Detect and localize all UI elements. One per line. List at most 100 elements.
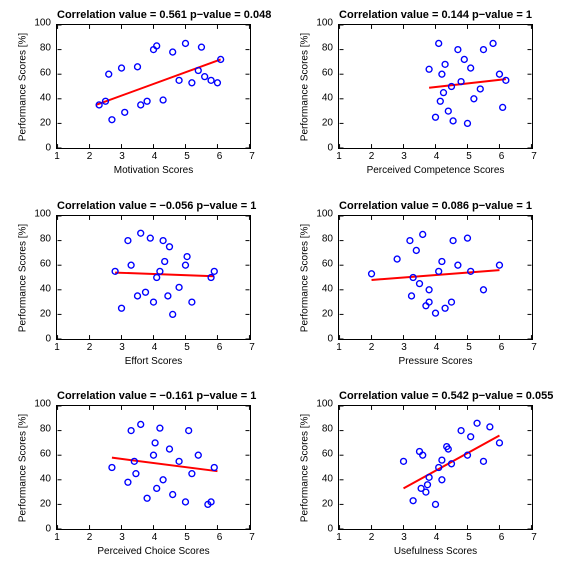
- data-point: [442, 305, 448, 311]
- plot-area: Correlation value = 0.561 p−value = 0.04…: [56, 24, 251, 149]
- x-tick-label: 5: [184, 532, 190, 543]
- data-point: [468, 65, 474, 71]
- scatter-figure-grid: Correlation value = 0.561 p−value = 0.04…: [0, 0, 565, 572]
- data-point: [461, 56, 467, 62]
- data-point: [189, 299, 195, 305]
- data-point: [109, 465, 115, 471]
- panel-title: Correlation value = 0.086 p−value = 1: [339, 200, 532, 212]
- x-tick-label: 4: [152, 532, 158, 543]
- data-point: [436, 40, 442, 46]
- x-tick-label: 7: [249, 532, 255, 543]
- x-tick-label: 3: [119, 342, 125, 353]
- y-tick-label: 40: [40, 93, 51, 104]
- y-tick-label: 20: [322, 118, 333, 129]
- data-point: [152, 440, 158, 446]
- plot-area: Correlation value = −0.161 p−value = 1Pe…: [56, 405, 251, 530]
- data-point: [183, 499, 189, 505]
- data-point: [128, 262, 134, 268]
- data-point: [138, 102, 144, 108]
- data-point: [497, 440, 503, 446]
- y-tick-label: 40: [322, 284, 333, 295]
- data-point: [455, 47, 461, 53]
- data-point: [500, 104, 506, 110]
- y-tick-label: 20: [40, 309, 51, 320]
- data-point: [106, 71, 112, 77]
- data-point: [122, 109, 128, 115]
- y-tick-label: 40: [322, 474, 333, 485]
- scatter-panel: Correlation value = 0.561 p−value = 0.04…: [56, 24, 251, 149]
- y-axis-label: Performance Scores [%]: [18, 32, 29, 140]
- plot-svg: [339, 406, 532, 529]
- scatter-panel: Correlation value = −0.161 p−value = 1Pe…: [56, 405, 251, 530]
- y-tick-label: 0: [327, 524, 333, 535]
- data-point: [147, 235, 153, 241]
- x-tick-label: 1: [336, 342, 342, 353]
- y-axis-label: Performance Scores [%]: [18, 413, 29, 521]
- data-point: [154, 485, 160, 491]
- plot-svg: [339, 216, 532, 339]
- data-point: [503, 77, 509, 83]
- data-point: [481, 287, 487, 293]
- data-point: [497, 71, 503, 77]
- data-point: [423, 489, 429, 495]
- y-tick-label: 0: [45, 524, 51, 535]
- y-tick-label: 80: [322, 424, 333, 435]
- y-tick-label: 20: [40, 499, 51, 510]
- data-point: [170, 492, 176, 498]
- regression-line: [96, 59, 221, 105]
- y-axis-label: Performance Scores [%]: [18, 223, 29, 331]
- data-point: [490, 40, 496, 46]
- data-point: [186, 428, 192, 434]
- data-point: [442, 61, 448, 67]
- x-tick-label: 2: [369, 151, 375, 162]
- data-point: [426, 287, 432, 293]
- x-tick-label: 6: [499, 532, 505, 543]
- x-tick-label: 3: [401, 151, 407, 162]
- x-tick-label: 3: [119, 151, 125, 162]
- data-point: [195, 452, 201, 458]
- x-tick-label: 2: [369, 532, 375, 543]
- x-tick-label: 7: [531, 342, 537, 353]
- data-point: [170, 49, 176, 55]
- data-point: [425, 482, 431, 488]
- data-point: [437, 98, 443, 104]
- data-point: [189, 471, 195, 477]
- data-point: [439, 477, 445, 483]
- x-tick-label: 1: [336, 151, 342, 162]
- x-tick-label: 4: [434, 151, 440, 162]
- data-point: [143, 289, 149, 295]
- x-tick-label: 7: [249, 151, 255, 162]
- panel-title: Correlation value = 0.561 p−value = 0.04…: [57, 9, 250, 21]
- data-point: [433, 114, 439, 120]
- data-point: [135, 293, 141, 299]
- y-tick-label: 100: [316, 399, 333, 410]
- plot-svg: [57, 406, 250, 529]
- x-tick-label: 3: [401, 532, 407, 543]
- x-tick-label: 5: [184, 342, 190, 353]
- data-point: [497, 262, 503, 268]
- data-point: [176, 284, 182, 290]
- data-point: [420, 231, 426, 237]
- y-tick-label: 20: [322, 309, 333, 320]
- data-point: [160, 238, 166, 244]
- data-point: [465, 120, 471, 126]
- data-point: [125, 479, 131, 485]
- scatter-panel: Correlation value = 0.144 p−value = 1Per…: [338, 24, 533, 149]
- data-point: [208, 77, 214, 83]
- y-tick-label: 20: [40, 118, 51, 129]
- data-point: [119, 305, 125, 311]
- y-tick-label: 80: [40, 234, 51, 245]
- y-tick-label: 80: [322, 43, 333, 54]
- data-point: [409, 293, 415, 299]
- y-tick-label: 40: [40, 284, 51, 295]
- data-point: [160, 477, 166, 483]
- x-tick-label: 7: [249, 342, 255, 353]
- data-point: [183, 262, 189, 268]
- x-tick-label: 5: [466, 342, 472, 353]
- data-point: [410, 498, 416, 504]
- x-tick-label: 6: [499, 342, 505, 353]
- data-point: [202, 74, 208, 80]
- plot-svg: [339, 25, 532, 148]
- data-point: [426, 66, 432, 72]
- x-tick-label: 5: [466, 532, 472, 543]
